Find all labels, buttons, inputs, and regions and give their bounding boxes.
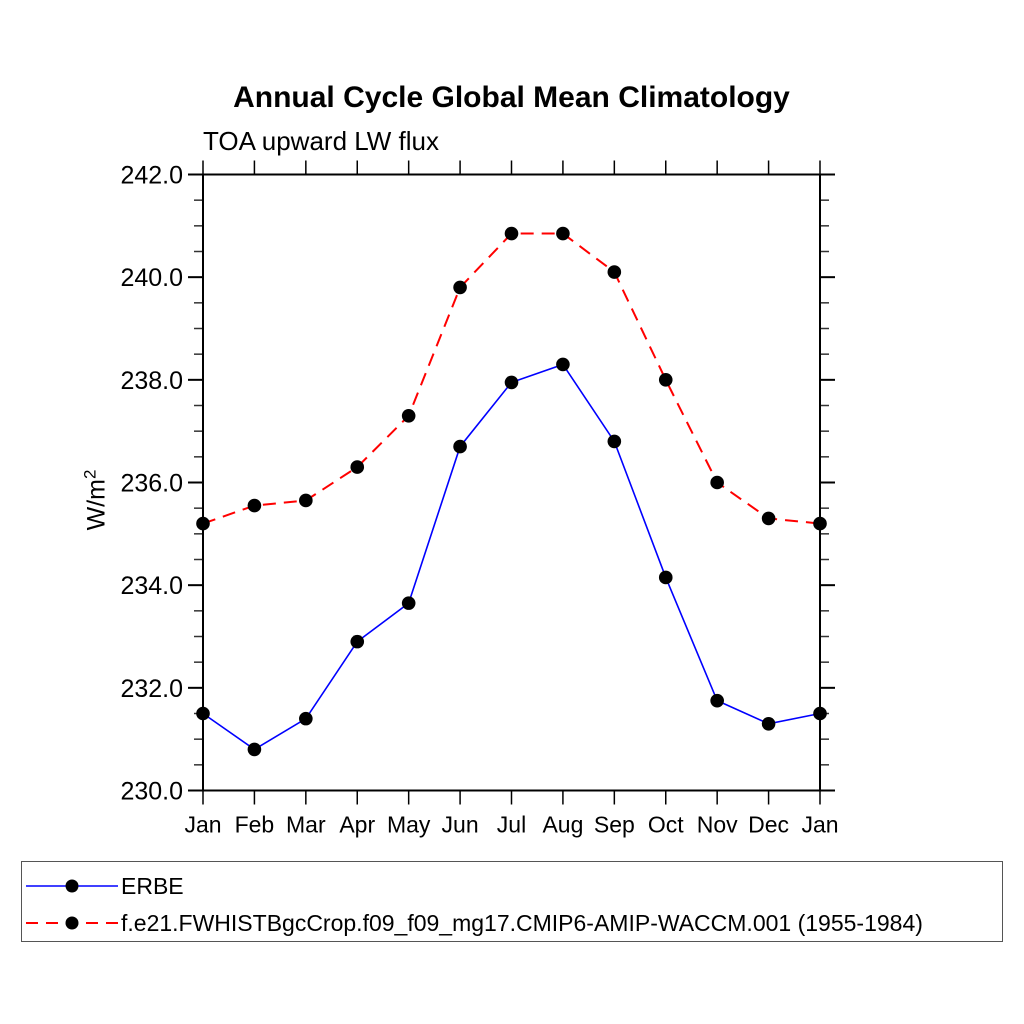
data-point-marker	[607, 434, 622, 449]
data-point-marker	[658, 570, 673, 585]
legend-row-model: f.e21.FWHISTBgcCrop.f09_f09_mg17.CMIP6-A…	[26, 909, 923, 937]
x-tick-label: Oct	[648, 812, 684, 838]
data-point-marker	[710, 475, 724, 490]
legend-line-dashed-icon	[26, 916, 118, 930]
data-point-marker	[607, 265, 622, 279]
x-tick-label: Sep	[594, 812, 635, 838]
series-line	[202, 363, 821, 751]
x-tick-label: Dec	[748, 812, 789, 838]
data-point-marker	[453, 280, 467, 295]
legend-swatch-marker	[65, 916, 79, 930]
legend-label-erbe: ERBE	[121, 873, 184, 899]
legend-row-erbe: ERBE	[26, 872, 184, 900]
data-point-marker	[401, 408, 416, 423]
data-point-marker	[401, 596, 416, 610]
data-point-marker	[813, 516, 827, 531]
data-point-marker	[556, 357, 570, 372]
data-point-marker	[453, 439, 467, 454]
data-point-marker	[350, 634, 365, 649]
legend-swatch-marker	[65, 879, 79, 893]
data-point-marker	[247, 742, 262, 757]
plot-box	[202, 173, 821, 792]
x-tick-label: Jan	[184, 812, 221, 838]
data-point-marker	[761, 511, 776, 526]
x-tick-label: Mar	[286, 812, 326, 838]
y-tick-label: 242.0	[120, 162, 183, 190]
y-tick-label: 236.0	[120, 470, 183, 498]
data-point-marker	[504, 226, 519, 241]
x-tick-label: Aug	[542, 812, 583, 838]
data-point-marker	[813, 706, 827, 721]
data-point-marker	[556, 226, 570, 241]
data-point-marker	[196, 516, 210, 531]
y-tick-label: 230.0	[120, 778, 183, 806]
data-point-marker	[299, 493, 313, 508]
data-point-marker	[761, 716, 776, 731]
x-tick-label: May	[387, 812, 431, 838]
data-point-marker	[350, 460, 365, 474]
y-tick-label: 238.0	[120, 367, 183, 395]
data-point-marker	[658, 373, 673, 387]
legend-label-model: f.e21.FWHISTBgcCrop.f09_f09_mg17.CMIP6-A…	[121, 910, 923, 936]
y-tick-label: 234.0	[120, 572, 183, 600]
data-point-marker	[504, 375, 519, 390]
x-tick-label: Apr	[339, 812, 375, 838]
chart-subtitle: TOA upward LW flux	[203, 126, 440, 156]
data-point-marker	[299, 711, 313, 726]
data-point-marker	[710, 693, 724, 708]
y-tick-label: 240.0	[120, 264, 183, 292]
chart-title: Annual Cycle Global Mean Climatology	[233, 81, 790, 114]
x-tick-label: Jul	[497, 812, 526, 838]
x-tick-label: Jun	[442, 812, 479, 838]
legend: ERBE f.e21.FWHISTBgcCrop.f09_f09_mg17.CM…	[21, 861, 1003, 942]
data-point-marker	[247, 498, 262, 513]
data-point-marker	[196, 706, 210, 721]
legend-line-solid-icon	[26, 879, 118, 893]
y-tick-label: 232.0	[120, 675, 183, 703]
x-tick-label: Feb	[235, 812, 275, 838]
x-tick-label: Nov	[697, 812, 738, 838]
x-tick-label: Jan	[801, 812, 838, 838]
